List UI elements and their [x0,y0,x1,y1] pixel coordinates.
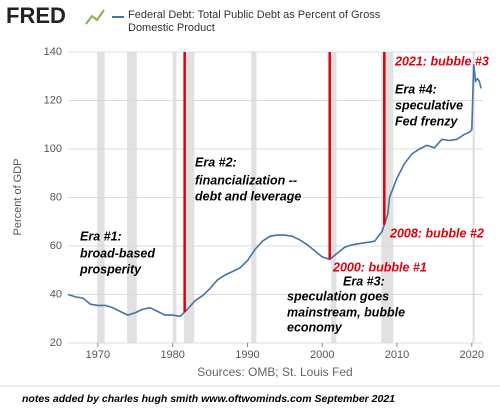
y-tick-label: 120 [44,94,62,106]
x-tick-label: 1970 [86,349,110,361]
legend-entry: Federal Debt: Total Public Debt as Perce… [128,9,381,34]
annotation: 2021: bubble #3 [394,54,489,68]
annotation: 2000: bubble #1 [332,260,427,274]
x-tick-label: 1980 [160,349,184,361]
y-tick-label: 140 [44,46,62,58]
annotation: speculation goes [287,289,389,303]
annotation: broad-based [80,246,155,260]
source: Sources: OMB; St. Louis Fed [197,365,352,379]
x-tick-label: 2000 [310,349,334,361]
annotation: mainstream, bubble [287,305,405,319]
y-tick-label: 60 [50,240,62,252]
brand-logo: FRED [6,3,66,28]
y-tick-label: 40 [50,288,62,300]
annotation: prosperity [79,262,142,276]
annotation: Era #4: [395,82,437,96]
logo-icon [85,9,105,25]
annotation: Fed frenzy [395,114,459,128]
annotation: financialization -- [195,173,297,187]
annotation: debt and leverage [195,189,301,203]
annotation: Era #3: [343,274,385,288]
x-tick-label: 1990 [235,349,259,361]
annotation: economy [287,320,343,334]
footer-note: notes added by charles hugh smith www.of… [22,393,395,405]
y-tick-label: 20 [50,337,62,349]
x-tick-label: 2020 [460,349,484,361]
annotation: Era #1: [80,229,122,243]
annotation: Era #2: [195,155,237,169]
y-tick-label: 100 [44,143,62,155]
series-line [67,64,482,318]
legend-box: Federal Debt: Total Public Debt as Perce… [128,9,381,34]
y-axis-label: Percent of GDP [12,158,24,235]
annotation: 2008: bubble #2 [389,226,484,240]
annotation: speculative [395,98,463,112]
x-tick-label: 2010 [385,349,409,361]
y-tick-label: 80 [50,191,62,203]
